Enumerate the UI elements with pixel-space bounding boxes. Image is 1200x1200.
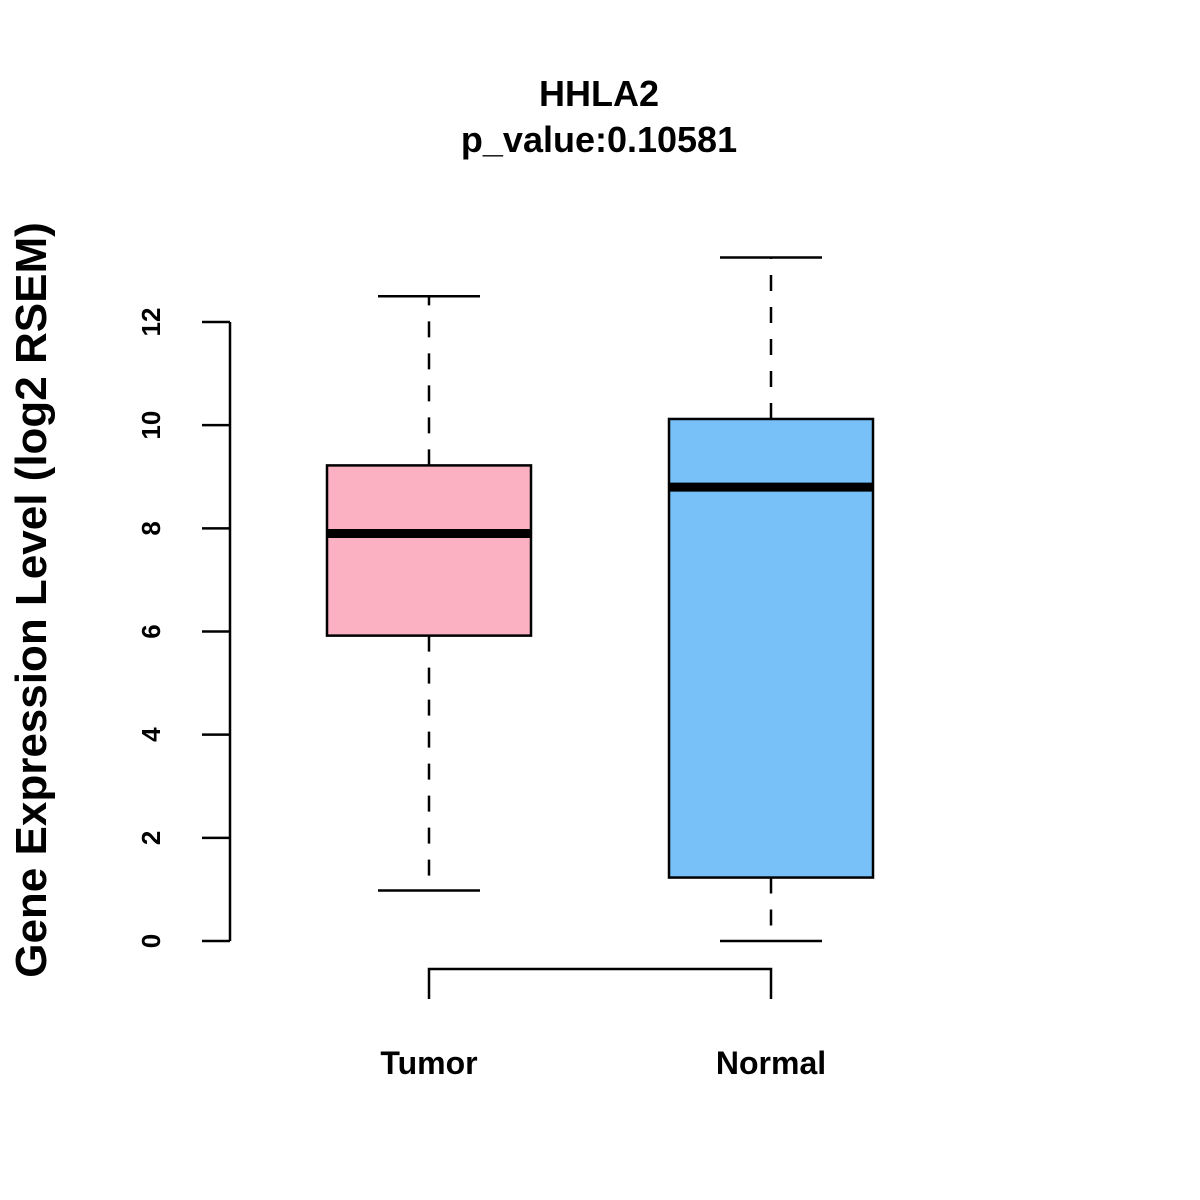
comparison-bracket — [427, 967, 773, 999]
tumor-box — [325, 464, 533, 637]
y-tick-label-12: 12 — [136, 308, 166, 337]
category-labels: Tumor Normal — [380, 1045, 826, 1081]
y-tick-label-4: 4 — [136, 727, 166, 742]
normal-box — [667, 417, 875, 879]
y-axis-label: Gene Expression Level (log2 RSEM) — [7, 222, 56, 978]
y-tick-label-8: 8 — [136, 521, 166, 535]
y-tick-label-2: 2 — [136, 831, 166, 845]
chart-subtitle: p_value:0.10581 — [461, 119, 737, 160]
x-category-label-tumor: Tumor — [380, 1045, 477, 1081]
y-axis: 0 2 4 6 8 10 12 — [136, 308, 232, 948]
y-tick-label-6: 6 — [136, 624, 166, 638]
y-tick-label-10: 10 — [136, 411, 166, 440]
chart-title: HHLA2 — [539, 73, 659, 114]
bracket-line — [427, 967, 773, 999]
y-tick-label-0: 0 — [136, 934, 166, 948]
x-category-label-normal: Normal — [716, 1045, 826, 1081]
box-tumor — [325, 294, 533, 892]
box-normal — [667, 256, 875, 943]
boxes-group — [325, 256, 875, 943]
